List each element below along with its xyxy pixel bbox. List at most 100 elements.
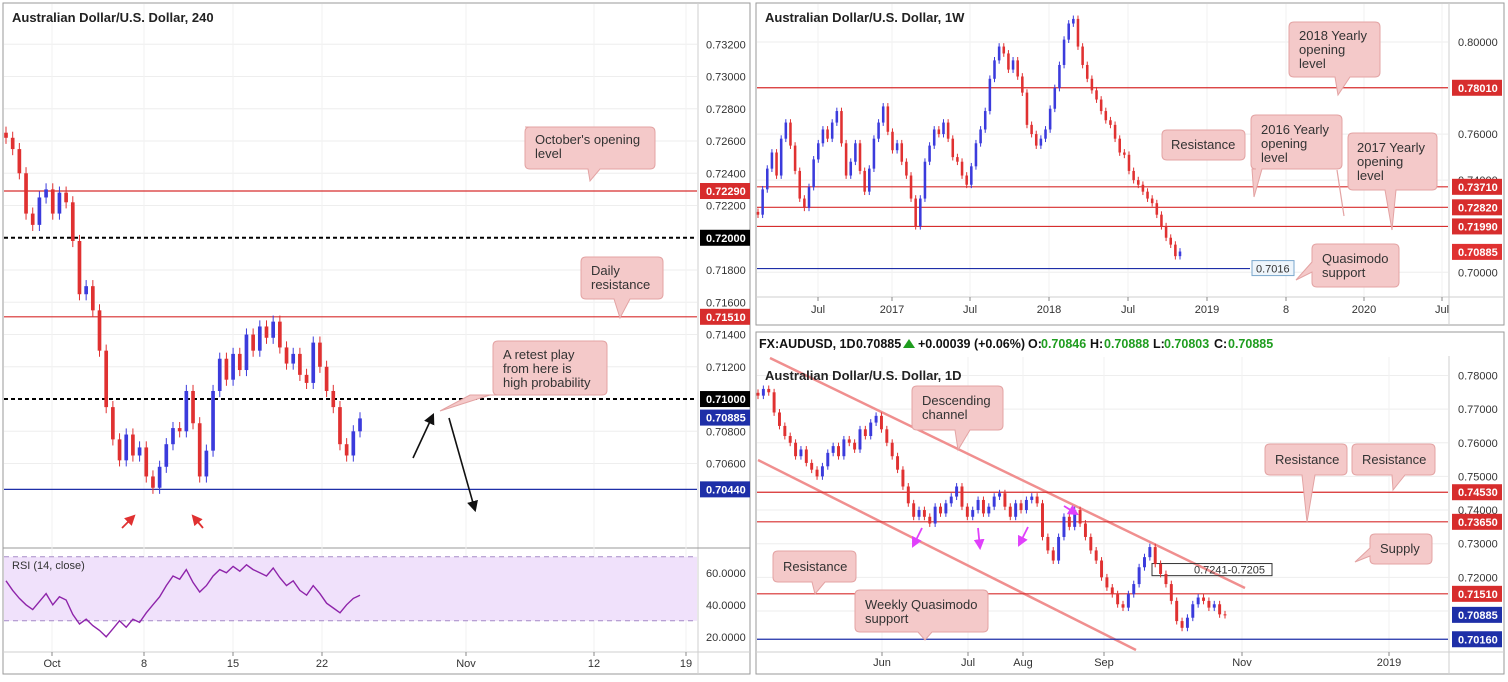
y-tick-label: 0.73000 <box>1458 539 1498 551</box>
candle-body <box>197 423 202 477</box>
callout-2017-yearly: 2017 Yearly opening level <box>1347 132 1438 231</box>
candle-body <box>1025 92 1029 125</box>
candle-body <box>1041 503 1044 537</box>
candle-body <box>278 321 282 348</box>
candle-body <box>1011 60 1015 70</box>
candle-body <box>1014 503 1018 517</box>
callout-daily-resistance: Daily resistance <box>580 256 664 320</box>
candle-body <box>885 429 889 443</box>
callout-text-line: level <box>1357 168 1384 183</box>
candle-body <box>164 444 169 467</box>
candle-body <box>1019 503 1023 511</box>
weekly-levels <box>757 87 1448 270</box>
callout-text-line: Weekly Quasimodo <box>865 597 977 612</box>
callout-resistance-3: Resistance <box>772 550 857 596</box>
callout-text-line: high probability <box>503 375 591 390</box>
candle-body <box>997 46 1001 61</box>
candle-body <box>881 106 885 123</box>
candle-body <box>863 170 866 192</box>
candle-body <box>1164 226 1168 238</box>
x-tick-label: Oct <box>43 658 60 670</box>
candle-body <box>905 161 908 176</box>
callout-resistance-1: Resistance <box>1264 443 1348 523</box>
y-tick-label: 0.70600 <box>706 459 746 471</box>
candle-body <box>1132 584 1136 595</box>
supply-zone: 0.7241-0.7205 <box>1151 563 1273 577</box>
y-tick-label: 0.75000 <box>1458 471 1498 483</box>
rsi-tick-label: 40.0000 <box>706 600 746 612</box>
candle-body <box>1024 499 1028 511</box>
candle-body <box>976 499 980 511</box>
candle-body <box>1153 547 1157 564</box>
price-badge <box>700 308 750 325</box>
candle-body <box>869 422 873 437</box>
candle-body <box>1127 154 1131 171</box>
candle-body <box>1169 237 1173 245</box>
price-badge-label: 0.72290 <box>706 186 746 198</box>
candle-body <box>858 143 862 171</box>
candle-body <box>1095 90 1098 100</box>
candle-body <box>1085 64 1089 79</box>
quote-last: 0.70885 <box>856 337 901 351</box>
candle-body <box>311 342 316 383</box>
quote-low: 0.70803 <box>1164 337 1209 351</box>
quote-open-label: O: <box>1028 337 1042 351</box>
y-tick-label: 0.71400 <box>706 330 746 342</box>
candle-body <box>224 358 229 380</box>
callout-octobers-opening: October's opening level <box>524 126 656 183</box>
candle-body <box>1076 18 1080 47</box>
candle-body <box>772 392 776 413</box>
x-tick-label: Jul <box>1435 304 1449 316</box>
candle-body <box>1110 587 1114 595</box>
candle-body <box>1053 88 1057 109</box>
candle-body <box>144 447 149 477</box>
candle-body <box>844 143 848 176</box>
projection-arrow-up <box>412 412 435 459</box>
price-badge <box>1452 484 1502 501</box>
x-tick-label: Jul <box>1121 304 1135 316</box>
callout-text-line: support <box>865 611 909 626</box>
y-tick-label: 0.73200 <box>706 39 746 51</box>
quote-up-arrow-icon <box>903 339 915 348</box>
candle-body <box>97 310 102 351</box>
price-badge-label: 0.71990 <box>1458 221 1498 233</box>
price-badge-label: 0.70160 <box>1458 634 1498 646</box>
candle-body <box>1148 547 1152 558</box>
candle-body <box>344 444 349 456</box>
candle-body <box>217 358 222 391</box>
candle-body <box>1196 597 1200 605</box>
callout-text-line: resistance <box>591 277 650 292</box>
candle-body <box>1030 124 1033 135</box>
daily-candles <box>756 385 1227 632</box>
y-tick-label: 0.72200 <box>706 201 746 213</box>
price-badge-label: 0.72000 <box>706 233 746 245</box>
candle-body <box>1039 138 1043 146</box>
candle-body <box>896 456 900 470</box>
candle-body <box>1089 536 1093 551</box>
callout-2016-pointer <box>1336 169 1345 217</box>
callout-text-line: Quasimodo <box>1322 251 1388 266</box>
price-badge-label: 0.71000 <box>706 394 746 406</box>
candle-body <box>237 353 242 371</box>
y-tick-label: 0.77000 <box>1458 404 1498 416</box>
callout-descending-channel: Descending channel <box>911 385 1004 452</box>
candle-body <box>318 342 322 367</box>
price-badge <box>1452 513 1502 530</box>
price-badge <box>1452 178 1502 195</box>
candle-body <box>979 129 982 144</box>
candle-body <box>932 129 936 146</box>
y-tick-label: 0.70000 <box>1458 267 1498 279</box>
candle-body <box>863 429 867 437</box>
candle-body <box>1034 134 1038 146</box>
candle-body <box>928 516 932 524</box>
candle-body <box>1044 129 1047 139</box>
candle-body <box>817 143 820 160</box>
candle-body <box>1159 563 1163 574</box>
candle-body <box>960 486 964 507</box>
price-badge-label: 0.70440 <box>706 484 746 496</box>
candle-body <box>872 138 876 169</box>
callout-text-line: opening <box>1357 154 1403 169</box>
candle-body <box>1057 536 1061 561</box>
callout-text-line: opening <box>1299 42 1345 57</box>
candle-body <box>104 350 109 408</box>
